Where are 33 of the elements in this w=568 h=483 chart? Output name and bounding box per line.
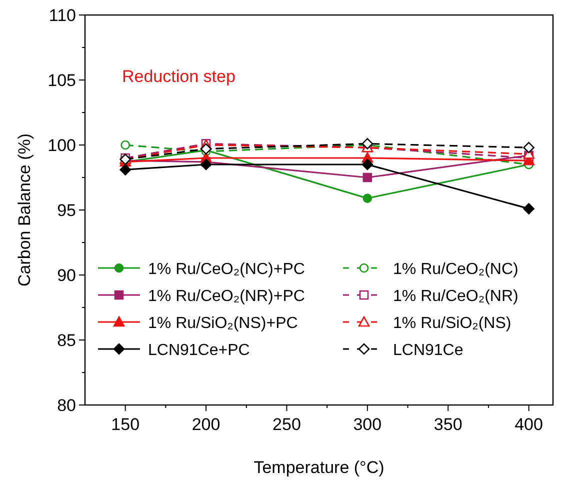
- legend-label: 1% Ru/CeO₂(NR)+PC: [148, 288, 305, 305]
- point: [523, 203, 534, 214]
- y-tick-label: 110: [48, 6, 76, 25]
- x-tick-label: 150: [111, 415, 140, 434]
- y-tick-label: 95: [57, 201, 76, 220]
- x-axis-title: Temperature (°C): [254, 458, 384, 477]
- x-tick-label: 200: [192, 415, 220, 434]
- point: [120, 140, 130, 150]
- legend-label: 1% Ru/CeO₂(NC): [393, 261, 518, 278]
- legend-label: 1% Ru/CeO₂(NC)+PC: [148, 261, 305, 278]
- y-tick-label: 85: [57, 331, 76, 350]
- y-tick-label: 80: [57, 396, 76, 415]
- legend-label: 1% Ru/CeO₂(NR): [393, 288, 518, 305]
- x-tick-label: 400: [514, 415, 543, 434]
- point: [523, 142, 534, 154]
- y-tick-label: 90: [57, 266, 76, 285]
- x-tick-label: 300: [353, 415, 382, 434]
- y-tick-label: 105: [48, 71, 76, 90]
- legend-label: LCN91Ce: [393, 342, 464, 359]
- point: [362, 158, 374, 170]
- legend-label: 1% Ru/SiO₂(NS)+PC: [148, 315, 298, 332]
- legend-label: LCN91Ce+PC: [148, 342, 250, 359]
- x-tick-label: 250: [272, 415, 301, 434]
- y-tick-label: 100: [48, 136, 76, 155]
- point: [200, 143, 212, 155]
- y-axis-title: Carbon Balance (%): [15, 133, 34, 287]
- x-tick-label: 350: [434, 415, 462, 434]
- point: [200, 158, 212, 170]
- annotation: Reduction step: [122, 67, 236, 86]
- point: [362, 172, 372, 182]
- point: [120, 164, 131, 176]
- legend-label: 1% Ru/SiO₂(NS): [393, 315, 512, 332]
- point: [362, 194, 372, 203]
